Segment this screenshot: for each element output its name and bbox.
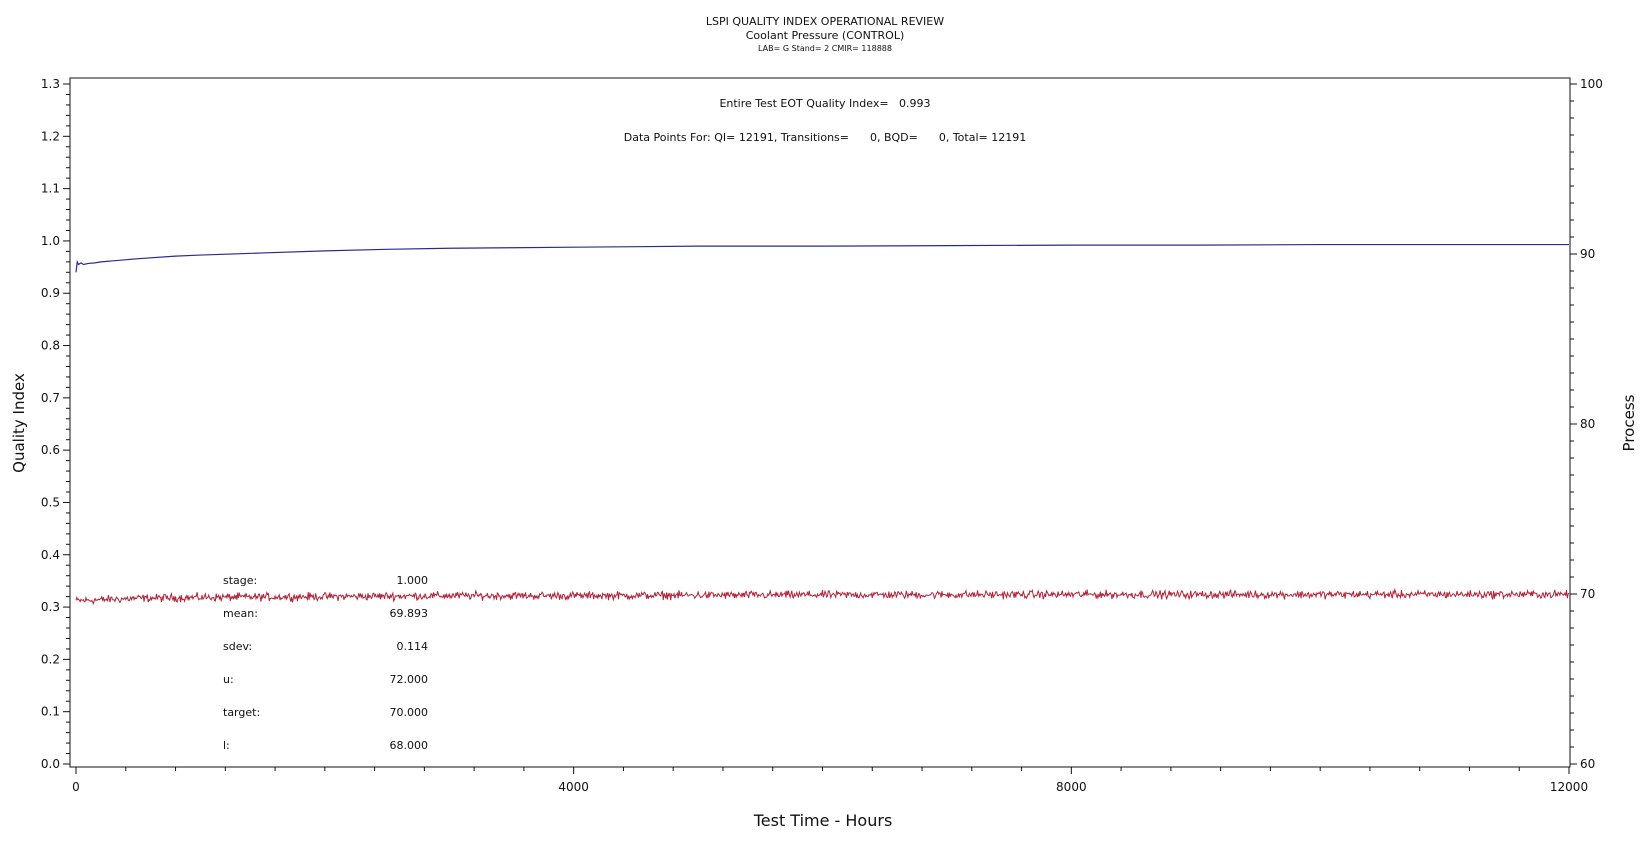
stat-value: 69.893: [390, 607, 429, 620]
stat-value: 1.000: [397, 574, 429, 587]
y2-tick-label: 70: [1580, 587, 1595, 601]
points-annotation: Data Points For: QI= 12191, Transitions=…: [624, 131, 1026, 144]
stat-value: 0.114: [397, 640, 429, 653]
stat-label: stage:: [223, 574, 257, 587]
plot-frame: [69, 77, 1571, 768]
y2-tick-label: 100: [1580, 77, 1603, 91]
y-tick-label: 0.2: [41, 652, 60, 666]
eot-annotation: Entire Test EOT Quality Index= 0.993: [719, 97, 930, 110]
y-tick-label: 1.3: [41, 77, 60, 91]
y-tick-label: 0.8: [41, 339, 60, 353]
y-tick-label: 0.6: [41, 443, 60, 457]
stat-label: target:: [223, 706, 260, 719]
y-axis-left: 0.0 0.1 0.2 0.3 0.4 0.5 0.6 0.7 0.8 0.9 1.0 1.1 1.2 1…: [41, 77, 70, 771]
stat-value: 68.000: [390, 739, 429, 752]
stats-layer: stage: 1.000 mean: 69.893 sdev: 0.114 u: 72.000…: [223, 574, 428, 752]
y-tick-label: 1.2: [41, 129, 60, 143]
x-axis-label: Test Time - Hours: [753, 811, 893, 830]
x-tick-label: 4000: [558, 780, 589, 794]
y-tick-label: 0.1: [41, 705, 60, 719]
y-tick-label: 1.0: [41, 234, 60, 248]
y-tick-label: 1.1: [41, 182, 60, 196]
y-tick-label: 0.0: [41, 757, 60, 771]
stat-label: mean:: [223, 607, 258, 620]
chart-subtitle-2: LAB= G Stand= 2 CMIR= 118888: [758, 44, 892, 53]
series-line-2: [75, 587, 1570, 606]
x-tick-label: 0: [72, 780, 80, 794]
y-tick-label: 0.7: [41, 391, 60, 405]
y2-tick-label: 60: [1580, 757, 1595, 771]
stat-value: 70.000: [390, 706, 429, 719]
x-tick-label: 12000: [1550, 780, 1588, 794]
stat-label: sdev:: [223, 640, 252, 653]
y-tick-label: 0.4: [41, 548, 60, 562]
chart-title: LSPI QUALITY INDEX OPERATIONAL REVIEW: [706, 15, 944, 28]
x-tick-label: 8000: [1056, 780, 1087, 794]
stat-label: u:: [223, 673, 234, 686]
y-axis-label: Quality Index: [10, 373, 28, 473]
y2-tick-label: 80: [1580, 417, 1595, 431]
y-tick-label: 0.5: [41, 495, 60, 509]
stat-value: 72.000: [390, 673, 429, 686]
chart-subtitle: Coolant Pressure (CONTROL): [746, 29, 905, 42]
y2-tick-label: 90: [1580, 247, 1595, 261]
y-tick-label: 0.9: [41, 286, 60, 300]
series-line-1: [75, 243, 1569, 273]
y2-axis-label: Process: [1620, 394, 1638, 451]
y-axis-right: 60 70 80 90 100: [1570, 77, 1603, 771]
y-tick-label: 0.3: [41, 600, 60, 614]
stat-label: l:: [223, 739, 230, 752]
x-axis: 0 4000 8000 12000: [72, 767, 1588, 794]
series-layer: [75, 243, 1570, 606]
